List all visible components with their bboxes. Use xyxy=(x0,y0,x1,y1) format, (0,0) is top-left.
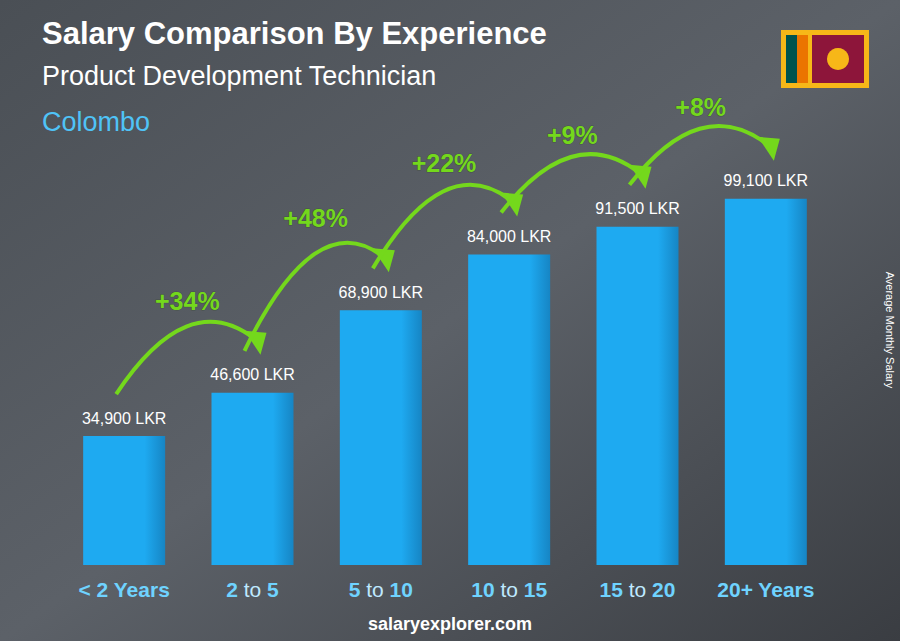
svg-text:2: 2 xyxy=(226,578,238,601)
svg-text:99,100 LKR: 99,100 LKR xyxy=(724,172,809,189)
svg-text:84,000 LKR: 84,000 LKR xyxy=(467,228,552,245)
svg-text:34,900 LKR: 34,900 LKR xyxy=(82,410,167,427)
svg-text:to: to xyxy=(495,578,524,601)
svg-text:Colombo: Colombo xyxy=(42,107,150,137)
svg-text:+22%: +22% xyxy=(412,149,477,177)
svg-text:20: 20 xyxy=(652,578,675,601)
svg-text:10: 10 xyxy=(390,578,413,601)
svg-text:91,500 LKR: 91,500 LKR xyxy=(595,200,680,217)
svg-text:Average Monthly Salary: Average Monthly Salary xyxy=(884,272,896,389)
svg-text:< 2 Years: < 2 Years xyxy=(79,578,170,601)
svg-text:to: to xyxy=(360,578,389,601)
svg-text:+34%: +34% xyxy=(155,287,220,315)
svg-text:15: 15 xyxy=(524,578,548,601)
svg-text:Salary Comparison By Experienc: Salary Comparison By Experience xyxy=(42,16,547,51)
svg-text:+9%: +9% xyxy=(547,121,598,149)
svg-text:10: 10 xyxy=(471,578,494,601)
svg-text:68,900 LKR: 68,900 LKR xyxy=(339,284,424,301)
svg-text:46,600 LKR: 46,600 LKR xyxy=(210,366,295,383)
svg-text:+8%: +8% xyxy=(675,93,726,121)
svg-text:20+ Years: 20+ Years xyxy=(717,578,814,601)
svg-text:to: to xyxy=(623,578,652,601)
svg-text:+48%: +48% xyxy=(283,204,348,232)
svg-text:Product Development Technician: Product Development Technician xyxy=(42,61,436,91)
svg-text:5: 5 xyxy=(349,578,361,601)
svg-text:15: 15 xyxy=(600,578,624,601)
svg-text:5: 5 xyxy=(267,578,279,601)
svg-text:to: to xyxy=(238,578,267,601)
svg-text:salaryexplorer.com: salaryexplorer.com xyxy=(368,614,532,634)
